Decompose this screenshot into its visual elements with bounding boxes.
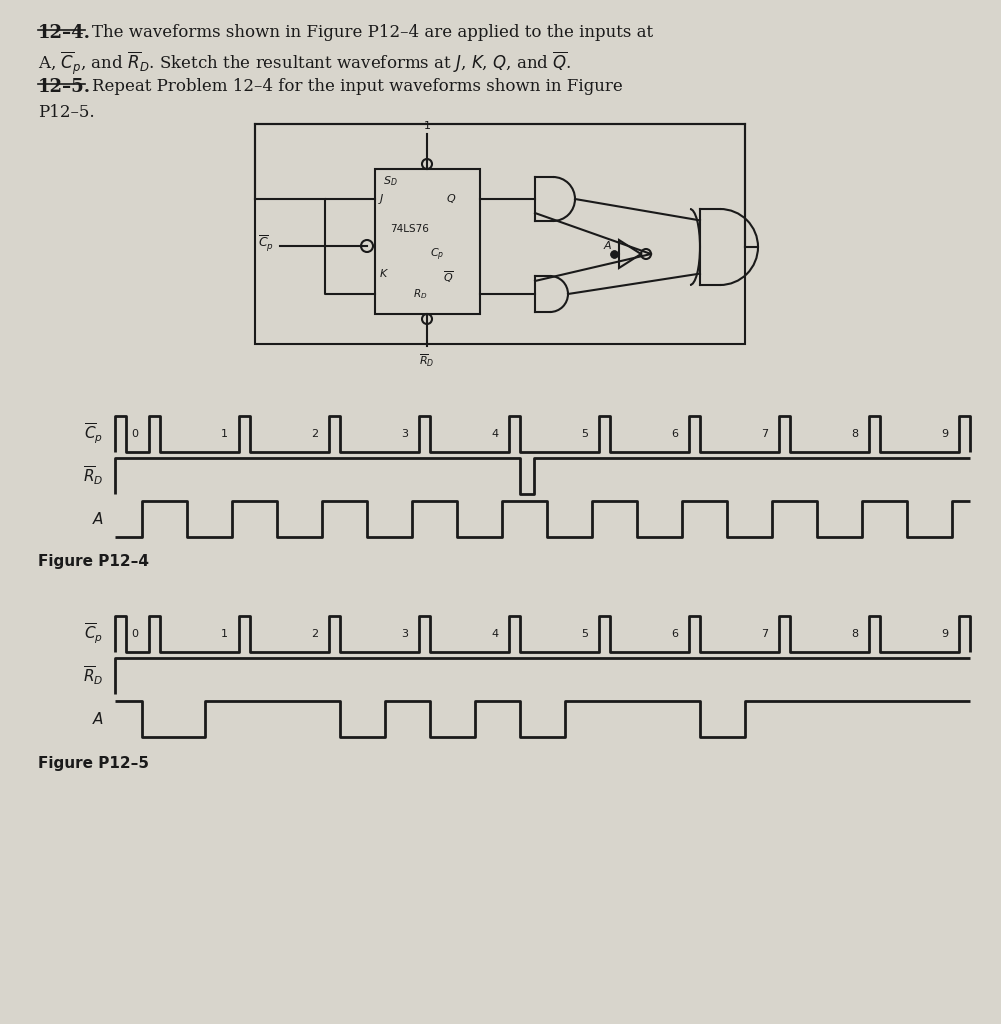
- Text: $S_D$: $S_D$: [383, 174, 397, 187]
- Text: 9: 9: [941, 629, 948, 639]
- Text: Figure P12–4: Figure P12–4: [38, 554, 149, 569]
- Text: 6: 6: [672, 429, 679, 439]
- Text: 0: 0: [131, 629, 138, 639]
- Text: 4: 4: [491, 429, 498, 439]
- Text: $\overline{R}_D$: $\overline{R}_D$: [82, 665, 103, 687]
- Text: J: J: [380, 194, 383, 204]
- Text: 2: 2: [311, 629, 318, 639]
- Text: 5: 5: [582, 629, 589, 639]
- Text: 8: 8: [851, 629, 859, 639]
- Text: $\overline{C}_p$: $\overline{C}_p$: [84, 622, 103, 646]
- Text: 6: 6: [672, 629, 679, 639]
- Text: 3: 3: [401, 629, 408, 639]
- Text: 8: 8: [851, 429, 859, 439]
- Text: $\overline{R}_D$: $\overline{R}_D$: [419, 352, 434, 369]
- Text: $\overline{C}_p$: $\overline{C}_p$: [84, 422, 103, 446]
- Text: 1: 1: [423, 121, 430, 131]
- Text: 74LS76: 74LS76: [390, 224, 428, 234]
- Text: 3: 3: [401, 429, 408, 439]
- Text: 0: 0: [131, 429, 138, 439]
- Text: A: A: [604, 241, 611, 251]
- Text: $R_D$: $R_D$: [413, 287, 427, 301]
- Text: 12–4.: 12–4.: [38, 24, 91, 42]
- Text: Figure P12–5: Figure P12–5: [38, 756, 149, 771]
- Text: $\overline{C}_p$: $\overline{C}_p$: [258, 233, 274, 254]
- Text: 1: 1: [221, 429, 228, 439]
- Bar: [255, 124, 745, 344]
- Text: Q: Q: [447, 194, 455, 204]
- Text: $\overline{R}_D$: $\overline{R}_D$: [82, 465, 103, 487]
- Text: $\overline{Q}$: $\overline{Q}$: [443, 269, 453, 285]
- Text: $C_p$: $C_p$: [430, 247, 444, 263]
- Text: 12–5.: 12–5.: [38, 78, 91, 96]
- Text: K: K: [380, 269, 387, 279]
- Text: The waveforms shown in Figure P12–4 are applied to the inputs at: The waveforms shown in Figure P12–4 are …: [92, 24, 653, 41]
- Text: 2: 2: [311, 429, 318, 439]
- Text: 5: 5: [582, 429, 589, 439]
- Text: 4: 4: [491, 629, 498, 639]
- Text: 7: 7: [761, 629, 769, 639]
- Text: Repeat Problem 12–4 for the input waveforms shown in Figure: Repeat Problem 12–4 for the input wavefo…: [92, 78, 623, 95]
- Text: 1: 1: [221, 629, 228, 639]
- Bar: [375, 169, 480, 314]
- Text: 9: 9: [941, 429, 948, 439]
- Text: A: A: [93, 512, 103, 526]
- Text: 7: 7: [761, 429, 769, 439]
- Text: P12–5.: P12–5.: [38, 104, 95, 121]
- Text: A: A: [93, 712, 103, 726]
- Text: A, $\overline{C}_{p}$, and $\overline{R}_{D}$. Sketch the resultant waveforms at: A, $\overline{C}_{p}$, and $\overline{R}…: [38, 50, 572, 78]
